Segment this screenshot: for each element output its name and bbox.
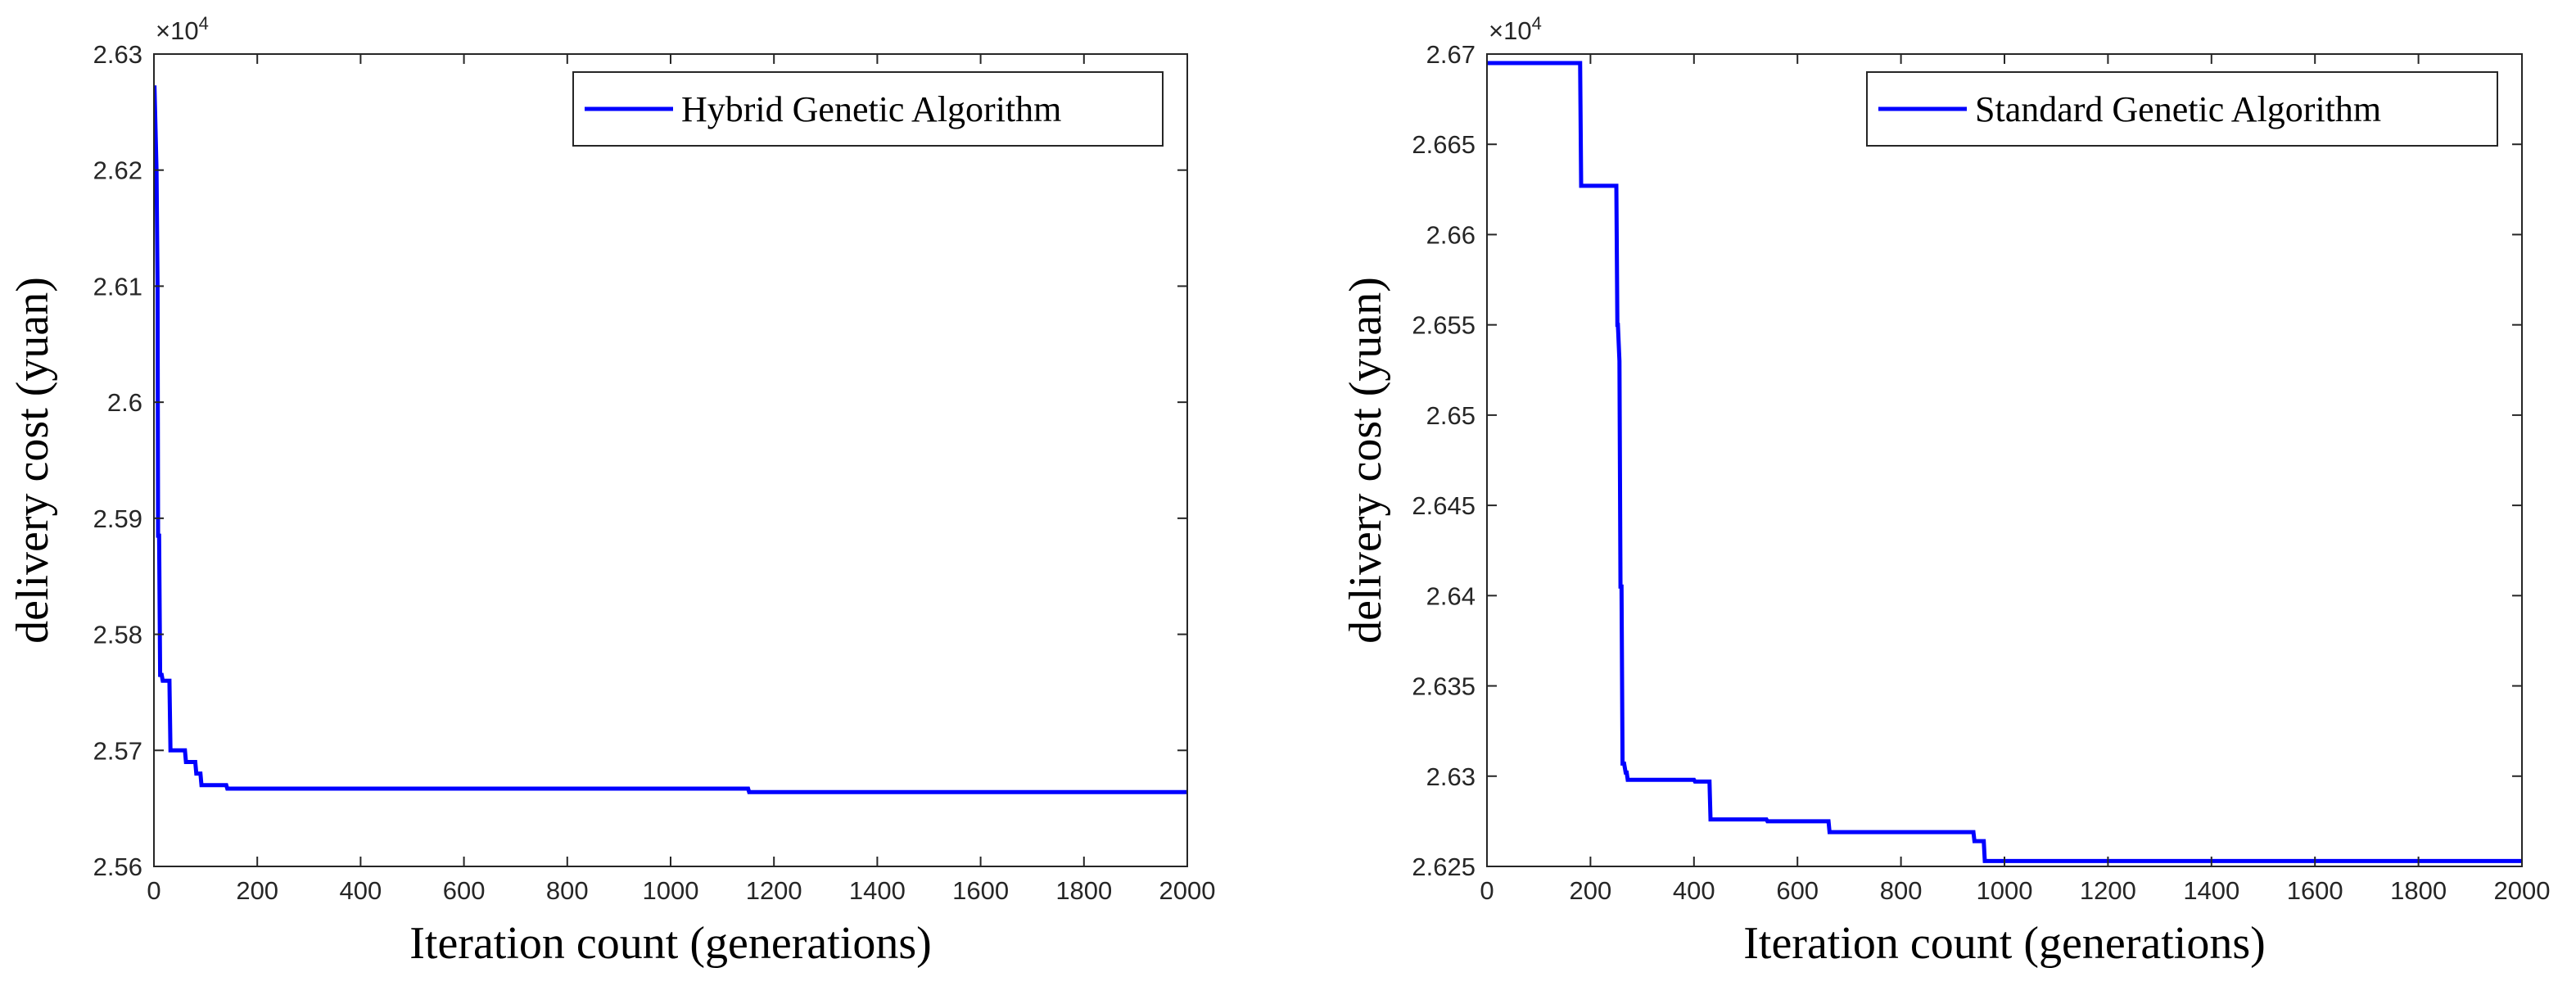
x-axis-label: Iteration count (generations): [1743, 918, 2266, 969]
y-tick-label: 2.64: [1426, 581, 1476, 610]
x-tick-label: 600: [1776, 876, 1819, 905]
x-tick-label: 200: [236, 876, 278, 905]
y-tick-label: 2.665: [1412, 130, 1476, 159]
x-tick-label: 0: [1480, 876, 1494, 905]
y-tick-label: 2.63: [93, 40, 142, 69]
x-tick-label: 0: [147, 876, 160, 905]
axes-frame: [153, 53, 1188, 867]
x-tick-label: 1200: [2080, 876, 2136, 905]
x-tick-label: 800: [1880, 876, 1923, 905]
legend-label: Hybrid Genetic Algorithm: [681, 89, 1061, 129]
x-tick-label: 200: [1570, 876, 1612, 905]
x-tick-label: 800: [546, 876, 589, 905]
x-tick-label: 1800: [1055, 876, 1112, 905]
y-tick-label: 2.57: [93, 736, 142, 765]
y-axis-label: delivery cost (yuan): [7, 277, 58, 644]
x-tick-label: 400: [1673, 876, 1715, 905]
x-axis-label: Iteration count (generations): [409, 918, 932, 969]
x-tick-label: 1000: [1977, 876, 2033, 905]
y-tick-label: 2.66: [1426, 220, 1476, 249]
y-tick-label: 2.62: [93, 156, 142, 185]
series-line-1: [1487, 61, 2522, 863]
y-tick-label: 2.58: [93, 621, 142, 649]
x-tick-label: 1400: [2183, 876, 2239, 905]
y-tick-label: 2.56: [93, 852, 142, 881]
x-tick-label: 1400: [849, 876, 906, 905]
x-tick-label: 2000: [1159, 876, 1216, 905]
y-axis-label: delivery cost (yuan): [1340, 277, 1391, 644]
y-tick-label: 2.63: [1426, 762, 1476, 791]
y-tick-label: 2.645: [1412, 491, 1476, 520]
series-line-1: [154, 85, 1187, 794]
y-tick-label: 2.67: [1426, 40, 1476, 69]
axes-frame: [1486, 53, 2523, 867]
chart-panel-2: 0 200 400 600 800 1000 1200 1400 1600 1800 2000 2.6…: [1340, 13, 2550, 969]
y-tick-label: 2.625: [1412, 852, 1476, 881]
y-tick-label: 2.635: [1412, 672, 1476, 701]
legend-label: Standard Genetic Algorithm: [1975, 89, 2381, 129]
y-tick-label: 2.59: [93, 504, 142, 533]
chart-panel-1: 0 200 400 600 800 1000 1200 1400 1600 1800 2000 2.5…: [7, 13, 1215, 969]
x-tick-label: 1600: [2287, 876, 2343, 905]
y-tick-label: 2.65: [1426, 401, 1476, 430]
legend: Hybrid Genetic Algorithm: [572, 71, 1164, 147]
x-tick-label: 1200: [746, 876, 802, 905]
x-tick-label: 600: [443, 876, 486, 905]
y-multiplier-label: ×104: [1489, 13, 1542, 45]
x-tick-label: 1800: [2390, 876, 2447, 905]
y-tick-label: 2.61: [93, 272, 142, 301]
x-tick-label: 1000: [643, 876, 699, 905]
x-tick-label: 2000: [2494, 876, 2551, 905]
y-tick-label: 2.6: [107, 388, 142, 417]
legend: Standard Genetic Algorithm: [1866, 71, 2498, 147]
x-tick-label: 400: [340, 876, 382, 905]
x-tick-label: 1600: [952, 876, 1009, 905]
y-tick-label: 2.655: [1412, 311, 1476, 340]
legend-box: [1866, 71, 2498, 147]
y-multiplier-label: ×104: [156, 13, 209, 45]
